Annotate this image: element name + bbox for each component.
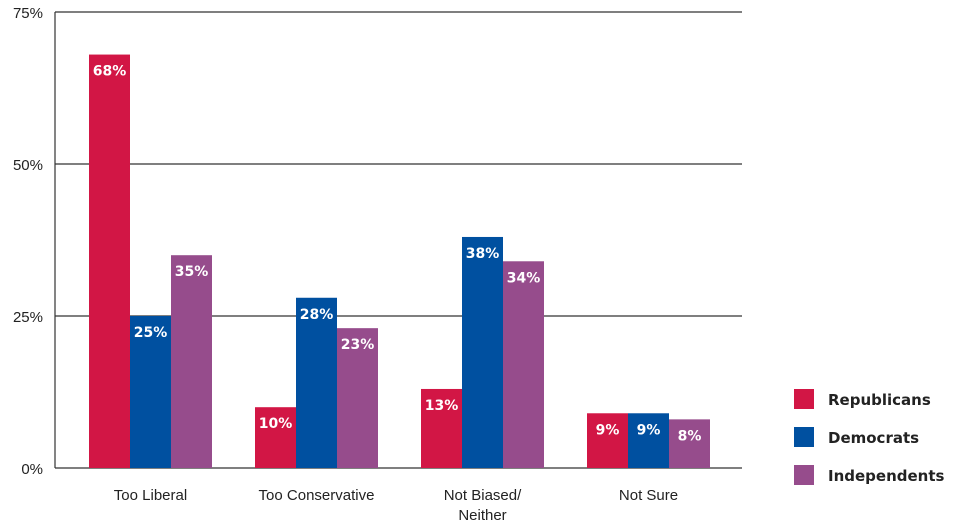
bar <box>421 388 462 468</box>
bar <box>587 413 628 468</box>
data-label: 35% <box>175 264 209 280</box>
bar <box>337 328 378 468</box>
legend-swatch <box>794 465 814 485</box>
legend: Republicans Democrats Independents <box>794 389 945 485</box>
x-tick-label: Not Sure <box>619 487 678 504</box>
x-tick-label: Too Conservative <box>259 487 375 504</box>
data-label: 9% <box>637 422 661 438</box>
legend-label: Independents <box>828 467 945 485</box>
y-tick-label: 0% <box>21 461 43 478</box>
x-tick-label-line: Not Sure <box>619 487 678 504</box>
y-axis-tick-labels: 0% 25% 50% 75% <box>13 5 43 478</box>
legend-swatch <box>794 427 814 447</box>
data-label: 34% <box>507 270 541 286</box>
bar <box>503 261 544 468</box>
y-tick-label: 75% <box>13 5 43 22</box>
bar <box>296 297 337 468</box>
x-tick-label: Not Biased/Neither <box>444 487 522 524</box>
data-label: 68% <box>93 64 127 80</box>
data-labels: 68% 25% 35% 10% 28% 23% 13% 38% 34% 9% 9% 8% <box>93 64 702 445</box>
data-label: 8% <box>678 428 702 444</box>
data-label: 38% <box>466 246 500 262</box>
y-tick-label: 25% <box>13 309 43 326</box>
bar <box>462 236 503 468</box>
x-tick-label-line: Too Liberal <box>114 487 187 504</box>
bar <box>255 407 296 468</box>
bar <box>130 316 171 468</box>
legend-label: Republicans <box>828 391 931 409</box>
legend-label: Democrats <box>828 429 919 447</box>
y-tick-label: 50% <box>13 157 43 174</box>
data-label: 25% <box>134 325 168 341</box>
data-label: 13% <box>425 398 459 414</box>
bar <box>669 419 710 468</box>
bar <box>171 255 212 468</box>
bar <box>628 413 669 468</box>
x-tick-label: Too Liberal <box>114 487 187 504</box>
data-label: 10% <box>259 416 293 432</box>
data-label: 9% <box>596 422 620 438</box>
legend-swatch <box>794 389 814 409</box>
x-tick-label-line: Neither <box>458 507 506 524</box>
bars <box>89 54 710 469</box>
x-tick-label-line: Not Biased/ <box>444 487 522 504</box>
bar <box>89 54 130 469</box>
x-tick-label-line: Too Conservative <box>259 487 375 504</box>
data-label: 28% <box>300 307 334 323</box>
data-label: 23% <box>341 337 375 353</box>
x-axis-category-labels: Too Liberal Too Conservative Not Biased/Ne… <box>114 487 678 524</box>
